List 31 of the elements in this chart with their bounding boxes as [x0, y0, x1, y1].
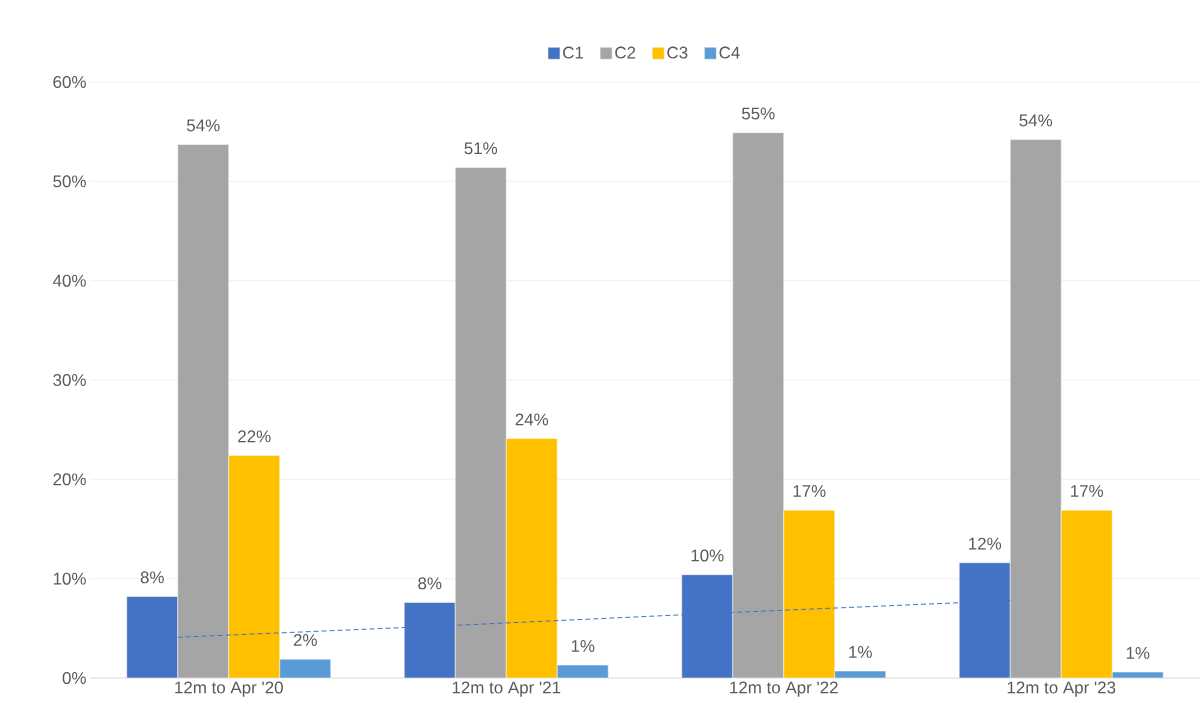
- data-label: 2%: [293, 634, 317, 646]
- data-label: 24%: [515, 413, 549, 426]
- y-tick-label: 50%: [53, 175, 86, 188]
- x-tick-label: 12m to Apr '23: [1007, 681, 1116, 697]
- data-label: 17%: [1071, 485, 1104, 497]
- y-tick-label: 40%: [52, 274, 86, 287]
- data-label: 22%: [238, 430, 271, 443]
- data-label: 8%: [418, 577, 442, 590]
- legend-label: C4: [719, 46, 740, 59]
- y-tick-label: 10%: [53, 572, 86, 585]
- y-tick-label: 0%: [62, 672, 86, 684]
- data-label: 1%: [1126, 646, 1150, 659]
- data-label: 10%: [691, 549, 724, 562]
- y-tick-label: 30%: [53, 374, 86, 386]
- x-tick-label: 12m to Apr '22: [730, 681, 838, 697]
- y-tick-label: 60%: [53, 76, 86, 88]
- data-label: 55%: [741, 107, 775, 120]
- data-label: 54%: [1019, 114, 1053, 127]
- data-label: 12%: [969, 537, 1002, 550]
- data-label: 54%: [186, 119, 220, 132]
- data-label: 1%: [571, 640, 595, 652]
- y-tick-label: 20%: [53, 473, 86, 486]
- legend-label: C3: [667, 46, 688, 59]
- x-tick-label: 12m to Apr '20: [175, 681, 283, 697]
- legend-label: C2: [615, 46, 636, 59]
- data-label: 1%: [849, 646, 872, 658]
- legend-label: C1: [563, 46, 584, 59]
- x-tick-label: 12m to Apr '21: [452, 681, 561, 697]
- data-label: 8%: [140, 571, 164, 584]
- data-label: 17%: [793, 485, 826, 497]
- data-label: 51%: [464, 142, 498, 155]
